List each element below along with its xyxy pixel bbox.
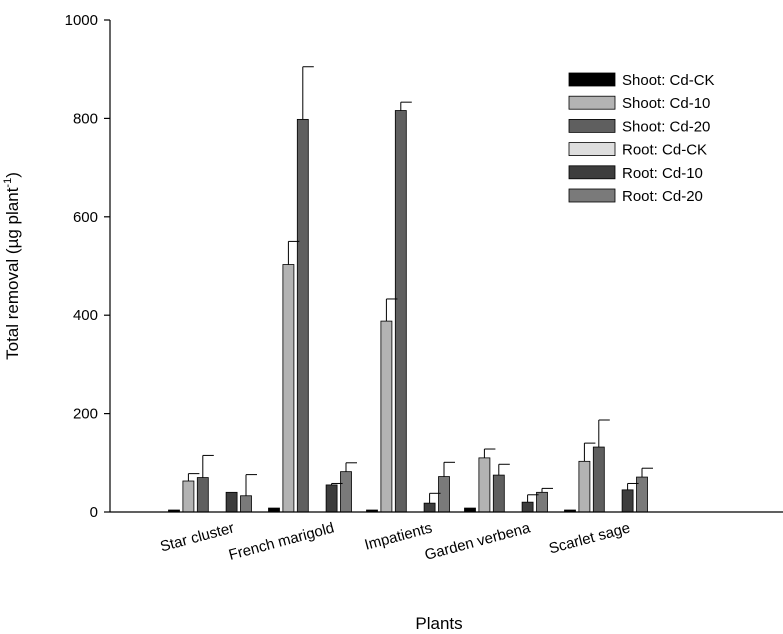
bar [592,446,605,513]
bar [621,489,634,513]
y-tick-label: 400 [73,307,98,324]
x-axis-label: Plants [415,614,462,633]
legend-label: Root: Cd-20 [622,188,703,205]
x-tick-label: Garden verbena [423,519,533,564]
bar [394,110,407,513]
bar [478,457,491,513]
legend-label: Shoot: Cd-10 [622,95,710,112]
bar [340,471,352,513]
legend: Shoot: Cd-CK Shoot: Cd-10 Shoot: Cd-20 Root… [568,72,715,205]
y-axis-label-close: ) [3,172,22,178]
bar [578,460,591,513]
bar [196,477,209,513]
y-tick-label: 0 [90,504,98,521]
legend-swatch [568,95,616,110]
y-tick-label: 1000 [65,12,98,29]
bar [636,476,648,513]
legend-swatch [568,72,616,87]
y-tick-label: 600 [73,209,98,226]
x-tick-label: French marigold [227,519,336,563]
bar [423,502,436,513]
legend-label: Root: Cd-CK [622,142,707,159]
legend-label: Root: Cd-10 [622,165,703,182]
error-bars-layer [187,66,653,504]
x-tick-label: Star cluster [158,519,236,555]
bar [296,118,309,513]
y-ticks: 0 200 400 600 800 1000 [65,12,110,521]
bar [325,484,338,513]
bar [438,476,450,513]
x-tick-label: Scarlet sage [547,519,632,557]
bar [240,495,252,513]
legend-swatch [568,188,616,203]
y-tick-label: 200 [73,406,98,423]
bar [380,320,393,513]
y-tick-label: 800 [73,110,98,127]
legend-swatch [568,119,616,133]
legend-swatch [568,165,616,180]
legend-label: Shoot: Cd-CK [622,72,715,89]
bar [492,474,505,513]
bar [521,501,534,513]
y-axis-label: Total removal (µg plant-1) [2,172,22,360]
legend-label: Shoot: Cd-20 [622,118,710,135]
y-axis-label-main: Total removal (µg plant [3,187,22,360]
y-axis-label-sup: -1 [2,178,14,188]
bar [182,480,195,513]
bar [282,264,295,513]
bar [225,491,238,513]
legend-swatch [568,142,616,157]
